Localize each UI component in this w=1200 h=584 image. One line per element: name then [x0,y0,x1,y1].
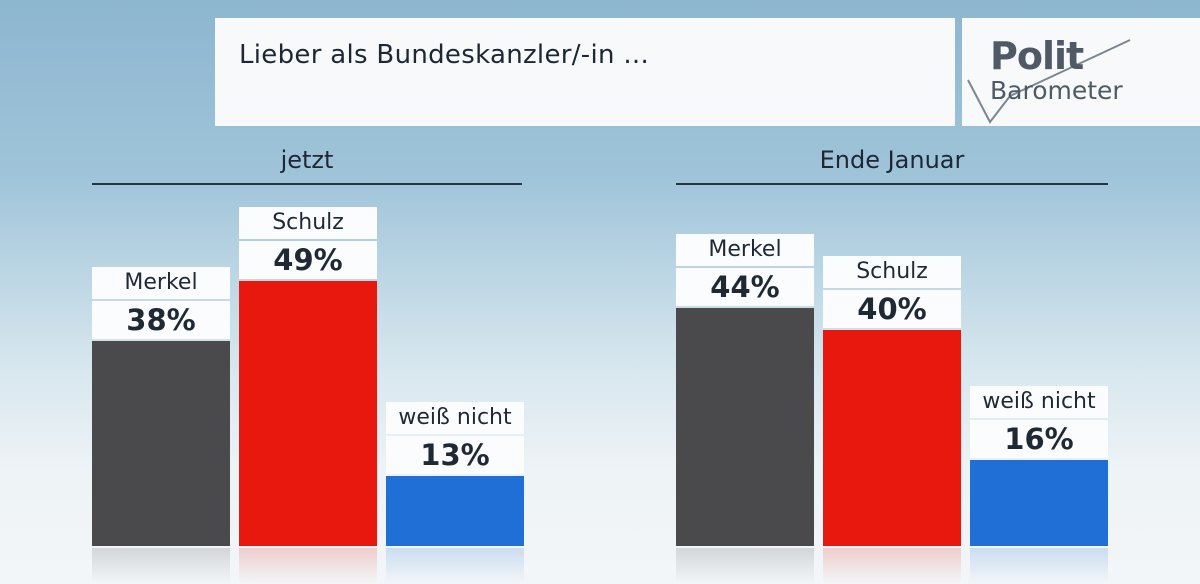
value-label-merkel: 44% [676,268,814,307]
group-divider [92,183,522,185]
politbarometer-logo: Polit Barometer [962,18,1200,126]
chart-title: Lieber als Bundeskanzler/-in ... [239,40,650,70]
bar-merkel [676,308,814,546]
bar-reflection [970,548,1108,584]
bar-weiss-nicht [386,475,524,546]
bar-reflection [823,548,961,584]
category-label-merkel: Merkel [92,266,230,299]
bar-merkel [92,340,230,546]
group-title-jetzt: jetzt [280,146,334,174]
checkmark-icon [967,39,1131,124]
bar-schulz [239,281,377,546]
logo-text-barometer: Barometer [990,76,1123,105]
value-label-schulz: 40% [823,290,961,328]
bar-reflection [92,548,230,584]
bar-weiss-nicht [970,459,1108,546]
chart-title-box: Lieber als Bundeskanzler/-in ... [215,18,955,126]
group-divider [676,183,1108,185]
bar-reflection [386,548,524,584]
category-label-schulz: Schulz [239,207,377,240]
value-label-weiss-nicht: 16% [970,419,1108,458]
value-label-schulz: 49% [239,241,377,280]
value-label-merkel: 38% [92,300,230,339]
bar-reflection [239,548,377,584]
logo-text-polit: Polit [990,34,1084,78]
category-label-schulz: Schulz [823,256,961,288]
category-label-merkel: Merkel [676,234,814,267]
category-label-weiss-nicht: weiß nicht [386,401,524,434]
bar-reflection [676,548,814,584]
group-title-ende-januar: Ende Januar [819,146,965,174]
category-label-weiss-nicht: weiß nicht [970,385,1108,418]
value-label-weiss-nicht: 13% [386,435,524,474]
bar-schulz [823,330,961,546]
